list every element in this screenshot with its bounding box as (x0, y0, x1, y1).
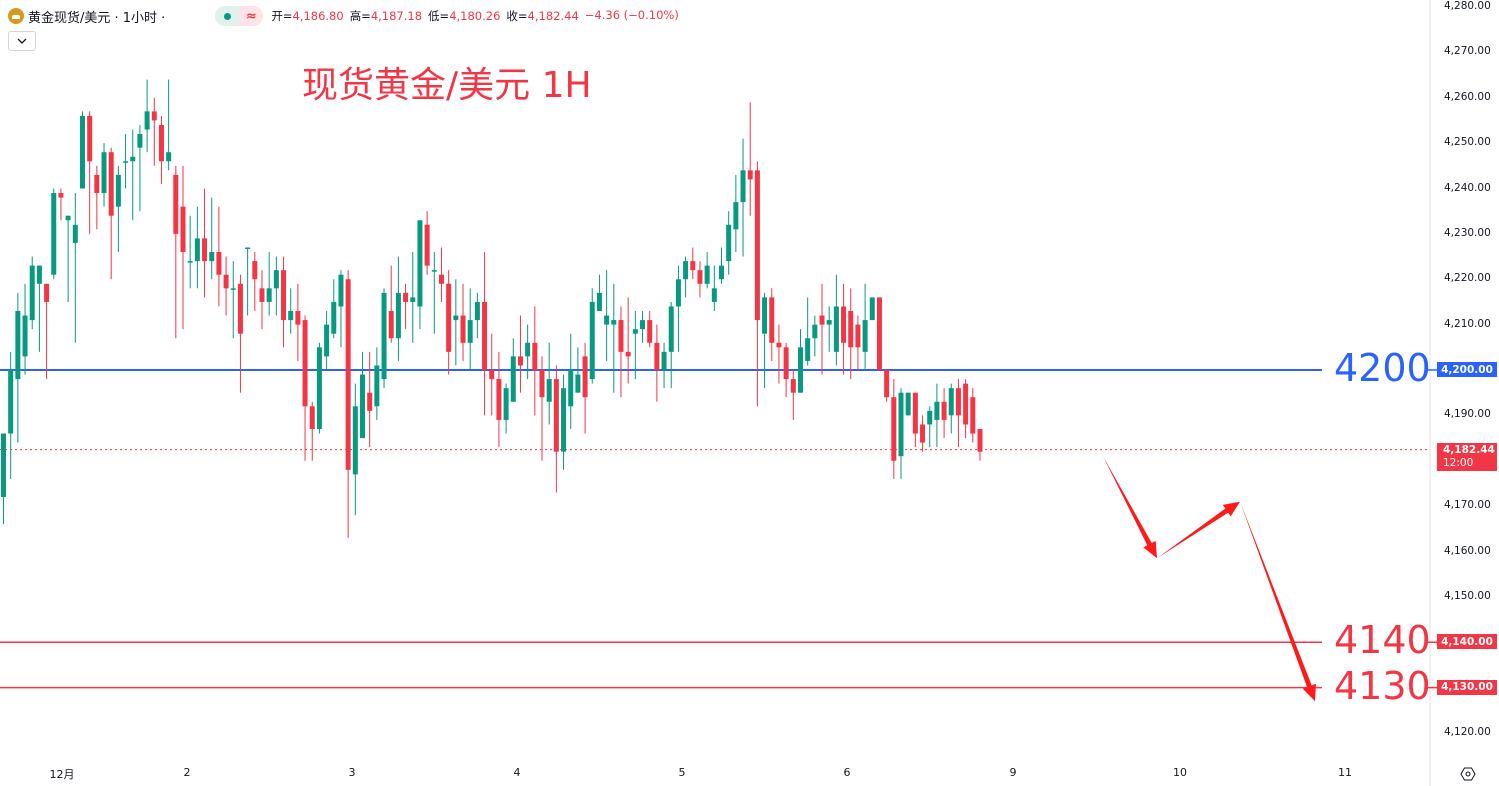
price-tick-label: 4,160.00 (1444, 544, 1491, 557)
time-tick-label: 12月 (49, 768, 75, 781)
bar-countdown: 12:00 (1443, 457, 1474, 469)
annotation-title[interactable]: 现货黄金/美元 1H (302, 65, 592, 106)
chart-legend: 黄金现货/美元 · 1小时 · ≈ 开=4,186.80 高=4,187.18 … (8, 6, 679, 26)
ohlc-high: 高=4,187.18 (349, 9, 423, 23)
price-tick-label: 4,170.00 (1444, 499, 1491, 512)
candles (1, 79, 983, 538)
price-tick-label: 4,260.00 (1444, 90, 1491, 103)
market-open-icon (215, 6, 240, 26)
price-tick-label: 4,190.00 (1444, 408, 1491, 421)
price-tick-label: 4,250.00 (1444, 136, 1491, 149)
price-tick-label: 4,120.00 (1444, 726, 1491, 738)
projection-arrows[interactable] (1103, 456, 1316, 702)
delayed-data-icon: ≈ (239, 6, 264, 26)
price-tick-label: 4,220.00 (1444, 272, 1491, 285)
ohlc-close: 收=4,182.44 (506, 9, 579, 23)
time-tick-label: 2 (183, 766, 191, 779)
price-tick-label: 4,230.00 (1444, 226, 1491, 239)
time-tick-label: 4 (513, 766, 521, 779)
chevron-down-icon (17, 38, 27, 44)
time-tick-label: 6 (843, 766, 851, 779)
time-tick-label: 11 (1338, 766, 1352, 779)
time-tick-label: 9 (1009, 766, 1017, 779)
market-status-pill[interactable]: ≈ (215, 6, 264, 26)
price-tick-label: 4,280.00 (1444, 0, 1491, 12)
settings-hexagon-icon (1460, 767, 1476, 781)
price-tick-label: 4,150.00 (1444, 589, 1491, 602)
horizontal-levels (0, 369, 1437, 689)
price-tick-label: 4,210.00 (1444, 317, 1491, 330)
level-label-4140[interactable]: 4140 (1334, 618, 1431, 663)
symbol-title[interactable]: 黄金现货/美元 · 1小时 · (28, 10, 166, 26)
level-price-tag: 4,130.00 (1437, 679, 1497, 695)
level-price-tag: 4,140.00 (1437, 634, 1497, 650)
price-tick-label: 4,270.00 (1444, 45, 1491, 58)
ohlc-values: 开=4,186.80 高=4,187.18 低=4,180.26 收=4,182… (271, 8, 678, 24)
ohlc-change: −4.36 (−0.10%) (584, 8, 679, 22)
time-tick-label: 5 (678, 766, 686, 779)
last-price-value: 4,182.44 (1443, 444, 1495, 456)
level-label-4130[interactable]: 4130 (1334, 663, 1431, 708)
ohlc-low: 低=4,180.26 (428, 9, 501, 23)
legend-collapse-button[interactable] (8, 31, 36, 51)
level-price-tag: 4,200.00 (1437, 362, 1497, 377)
time-tick-label: 3 (348, 766, 356, 779)
gold-symbol-icon (8, 8, 24, 24)
ohlc-open: 开=4,186.80 (271, 9, 344, 23)
time-tick-label: 10 (1173, 766, 1187, 779)
chart-settings-button[interactable] (1460, 766, 1476, 782)
price-tick-label: 4,240.00 (1444, 181, 1491, 194)
level-label-4200[interactable]: 4200 (1334, 346, 1431, 390)
last-price-tag: 4,182.44 12:00 (1437, 443, 1497, 471)
